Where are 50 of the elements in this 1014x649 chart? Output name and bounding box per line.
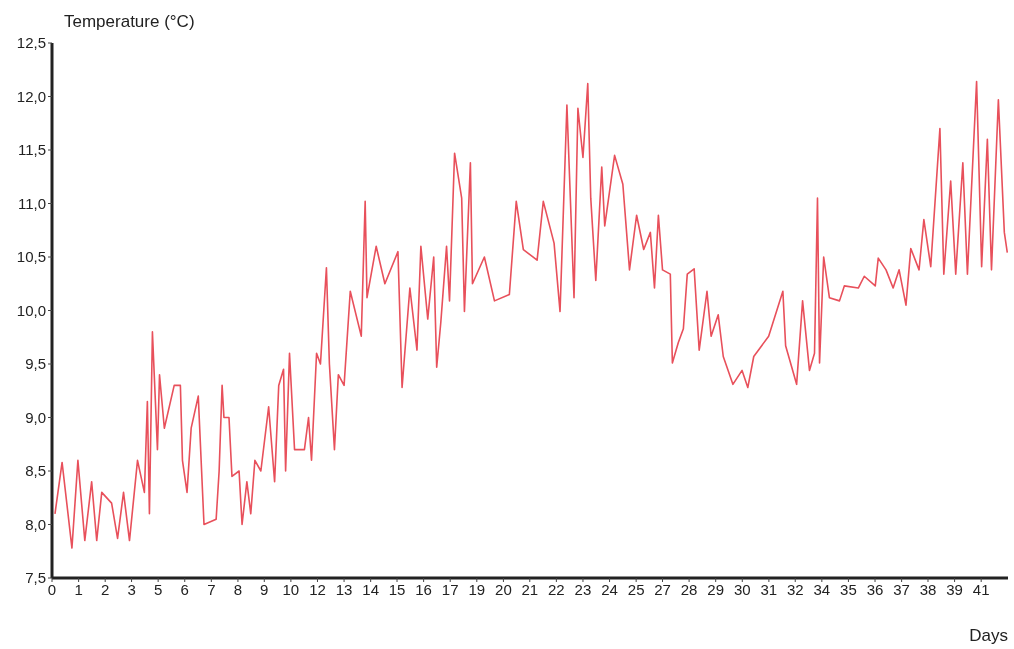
- x-tick-label: 7: [207, 580, 216, 598]
- x-tick-label: 16: [415, 580, 432, 598]
- x-tick-label: 22: [548, 580, 565, 598]
- x-tick-label: 5: [153, 580, 163, 598]
- y-tick-label: 10,0: [16, 301, 46, 319]
- x-tick-label: 12: [309, 580, 326, 598]
- x-tick-label: 37: [893, 580, 910, 598]
- y-tick-label: 9,5: [25, 355, 46, 373]
- x-tick-label: 13: [335, 580, 353, 598]
- x-tick-label: 3: [127, 580, 136, 598]
- x-tick-label: 39: [946, 580, 963, 598]
- x-tick-label: 19: [468, 580, 486, 598]
- x-tick-label: 27: [654, 580, 671, 598]
- x-tick-label: 30: [733, 580, 751, 598]
- x-tick-label: 1: [74, 580, 83, 598]
- x-tick-label: 23: [574, 580, 592, 598]
- y-tick-label: 9,0: [25, 408, 46, 426]
- y-tick-label: 8,0: [25, 515, 46, 533]
- x-tick-label: 10: [282, 580, 300, 598]
- x-tick-label: 6: [180, 580, 189, 598]
- y-tick-label: 12,5: [16, 34, 46, 52]
- y-tick-label: 11,5: [17, 141, 46, 159]
- x-tick-label: 32: [786, 580, 804, 598]
- x-tick-label: 24: [601, 580, 618, 598]
- y-tick-label: 7,5: [25, 569, 46, 587]
- x-tick-label: 0: [47, 580, 57, 598]
- y-axis-title: Temperature (°C): [64, 12, 195, 32]
- x-tick-label: 35: [840, 580, 857, 598]
- x-tick-label: 14: [362, 580, 380, 598]
- y-tick-label: 10,5: [16, 248, 46, 266]
- x-tick-label: 25: [627, 580, 645, 598]
- x-tick-label: 21: [521, 580, 539, 598]
- x-tick-label: 36: [866, 580, 884, 598]
- x-tick-label: 20: [495, 580, 512, 598]
- x-axis-title: Days: [969, 626, 1008, 646]
- x-tick-label: 29: [707, 580, 725, 598]
- x-tick-label: 41: [972, 580, 990, 598]
- x-tick-label: 38: [919, 580, 937, 598]
- line-series: [54, 80, 1008, 549]
- x-tick-label: 17: [441, 580, 459, 598]
- x-tick-label: 15: [388, 580, 406, 598]
- x-tick-label: 31: [760, 580, 778, 598]
- y-tick-label: 8,5: [25, 462, 46, 480]
- x-tick-label: 34: [813, 580, 831, 598]
- x-tick-label: 9: [260, 580, 269, 598]
- x-tick-label: 2: [101, 580, 110, 598]
- y-tick-label: 11,0: [17, 194, 46, 212]
- y-tick-label: 12,0: [16, 87, 46, 105]
- x-tick-label: 8: [233, 580, 243, 598]
- x-tick-label: 28: [680, 580, 698, 598]
